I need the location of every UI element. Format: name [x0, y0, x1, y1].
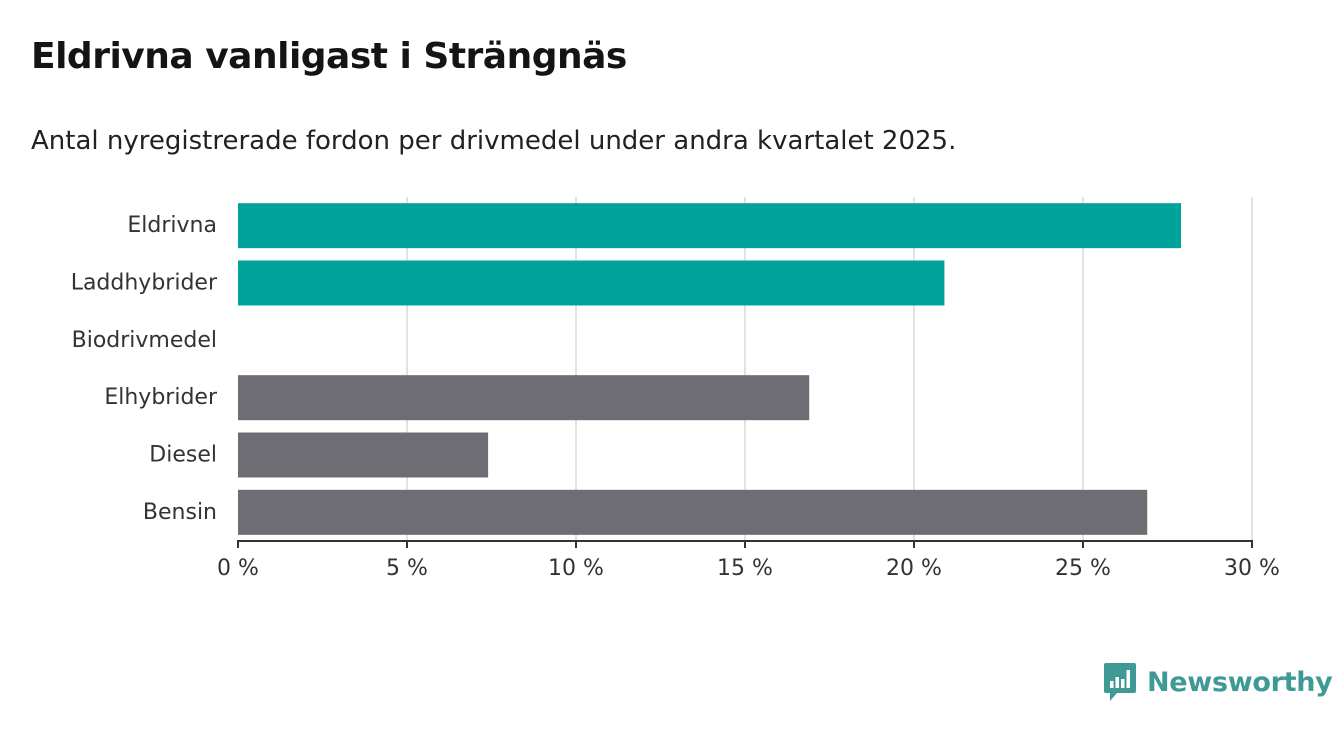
gridlines: [406, 197, 1253, 541]
category-label: Biodrivmedel: [72, 328, 217, 353]
x-tick-label: 10 %: [548, 556, 604, 581]
bar-eldrivna: [238, 203, 1182, 249]
category-label: Diesel: [149, 443, 217, 468]
bar-bensin: [238, 489, 1148, 535]
newsworthy-logo: Newsworthy: [1103, 662, 1333, 702]
x-axis: 0 % 5 % 10 % 15 % 20 % 25 % 30 %: [217, 540, 1280, 581]
chart-subtitle: Antal nyregistrerade fordon per drivmede…: [31, 126, 957, 156]
x-tick-label: 25 %: [1055, 556, 1111, 581]
bar-chart: 0 % 5 % 10 % 15 % 20 % 25 % 30 % Eldrivna Laddh…: [71, 197, 1280, 581]
category-labels: Eldrivna Laddhybrider Biodrivmedel Elhybrid…: [71, 213, 218, 525]
category-label: Laddhybrider: [71, 271, 218, 296]
bar-laddhybrider: [238, 260, 945, 306]
bar-elhybrider: [238, 375, 810, 421]
x-tick-label: 15 %: [717, 556, 773, 581]
bar-diesel: [238, 432, 489, 478]
bars: [238, 203, 1182, 535]
x-tick-label: 5 %: [386, 556, 428, 581]
category-label: Eldrivna: [127, 213, 217, 238]
category-label: Elhybrider: [104, 385, 218, 410]
bar-chart-speech-bubble-icon: [1104, 663, 1136, 701]
category-label: Bensin: [143, 500, 217, 525]
x-tick-label: 20 %: [886, 556, 942, 581]
x-tick-label: 0 %: [217, 556, 259, 581]
x-tick-label: 30 %: [1224, 556, 1280, 581]
brand-name: Newsworthy: [1147, 666, 1333, 698]
chart-title: Eldrivna vanligast i Strängnäs: [31, 36, 627, 77]
